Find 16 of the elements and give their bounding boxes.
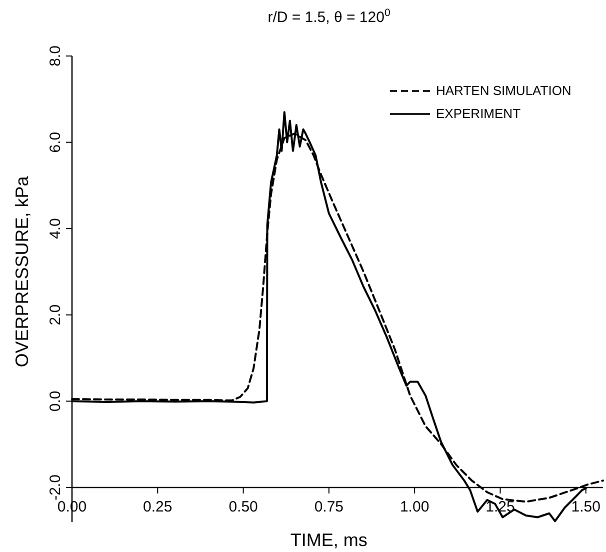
y-tick-label: 4.0 bbox=[47, 218, 64, 240]
y-tick-label: 8.0 bbox=[47, 46, 64, 66]
legend-label: EXPERIMENT bbox=[436, 106, 521, 121]
chart-title: r/D = 1.5, θ = 120$^{0}$ bbox=[268, 7, 390, 26]
x-tick-label: 1.00 bbox=[400, 498, 430, 516]
y-tick-label: 0.0 bbox=[47, 390, 64, 412]
y-tick-label: 6.0 bbox=[47, 132, 64, 153]
x-tick-label: 0.75 bbox=[314, 498, 344, 516]
y-tick-label: 2.0 bbox=[47, 304, 64, 326]
x-tick-label: 1.50 bbox=[571, 498, 600, 516]
x-tick-label: 0.25 bbox=[143, 498, 172, 516]
legend-label: HARTEN SIMULATION bbox=[436, 83, 572, 98]
x-axis-title: TIME, ms bbox=[290, 530, 368, 550]
y-axis-title: OVERPRESSURE, kPa bbox=[12, 175, 32, 368]
y-tick-label: -2.0 bbox=[47, 474, 64, 500]
x-tick-label: 0.50 bbox=[228, 498, 258, 516]
